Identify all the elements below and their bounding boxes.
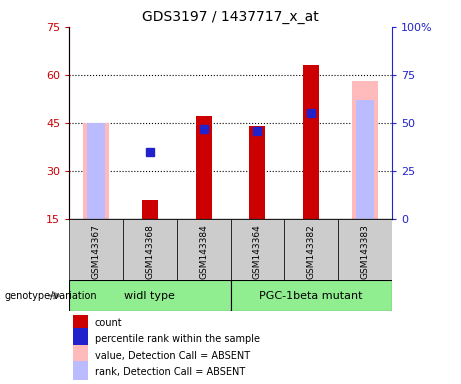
- Text: GSM143368: GSM143368: [145, 224, 154, 279]
- Title: GDS3197 / 1437717_x_at: GDS3197 / 1437717_x_at: [142, 10, 319, 25]
- Text: widl type: widl type: [124, 291, 175, 301]
- Text: GSM143383: GSM143383: [361, 224, 369, 279]
- Bar: [142, 200, 158, 219]
- Text: GSM143382: GSM143382: [307, 224, 316, 278]
- Bar: [195, 116, 212, 219]
- Bar: [355, 100, 374, 219]
- Bar: [73, 328, 88, 351]
- Bar: [73, 361, 88, 383]
- Bar: [73, 344, 88, 367]
- Text: PGC-1beta mutant: PGC-1beta mutant: [260, 291, 363, 301]
- Text: genotype/variation: genotype/variation: [5, 291, 97, 301]
- Bar: [230, 219, 284, 280]
- Text: GSM143367: GSM143367: [92, 224, 100, 279]
- Bar: [230, 280, 392, 311]
- Bar: [351, 81, 378, 219]
- Bar: [83, 123, 109, 219]
- Bar: [123, 219, 177, 280]
- Text: GSM143384: GSM143384: [199, 224, 208, 278]
- Text: rank, Detection Call = ABSENT: rank, Detection Call = ABSENT: [95, 367, 245, 377]
- Text: percentile rank within the sample: percentile rank within the sample: [95, 334, 260, 344]
- Text: count: count: [95, 318, 123, 328]
- Bar: [338, 219, 392, 280]
- Bar: [69, 280, 230, 311]
- Text: value, Detection Call = ABSENT: value, Detection Call = ABSENT: [95, 351, 250, 361]
- Bar: [73, 312, 88, 334]
- Bar: [249, 126, 266, 219]
- Bar: [177, 219, 230, 280]
- Text: GSM143364: GSM143364: [253, 224, 262, 278]
- Bar: [87, 123, 106, 219]
- Bar: [69, 219, 123, 280]
- Bar: [284, 219, 338, 280]
- Bar: [303, 65, 319, 219]
